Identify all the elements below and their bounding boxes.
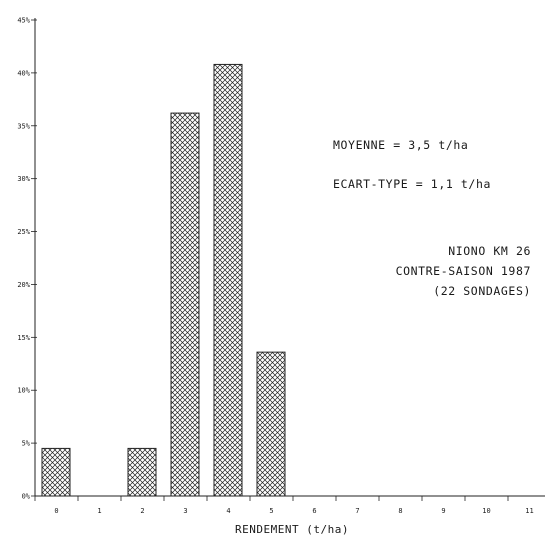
y-tick-label: 35% xyxy=(17,122,30,130)
y-tick-label: 0% xyxy=(22,493,31,501)
x-tick-label: 8 xyxy=(398,507,402,515)
bars xyxy=(41,63,286,497)
y-tick-label: 25% xyxy=(17,228,30,236)
y-tick-label: 40% xyxy=(17,69,30,77)
x-axis: 0 1 2 3 4 5 6 7 8 9 10 11 xyxy=(34,495,545,515)
bar-2 xyxy=(127,447,157,497)
x-tick-label: 7 xyxy=(355,507,359,515)
y-tick-label: 30% xyxy=(17,175,30,183)
x-tick-label: 0 xyxy=(54,507,58,515)
y-tick-label: 5% xyxy=(22,440,31,448)
x-tick-label: 3 xyxy=(183,507,187,515)
x-tick-label: 9 xyxy=(441,507,445,515)
x-axis-title: RENDEMENT (t/ha) xyxy=(235,523,349,536)
x-tick-label: 5 xyxy=(269,507,273,515)
y-tick-label: 15% xyxy=(17,334,30,342)
x-tick-label: 6 xyxy=(312,507,316,515)
x-tick-label: 11 xyxy=(525,507,533,515)
x-tick-label: 10 xyxy=(482,507,490,515)
bar-5 xyxy=(256,351,286,497)
y-tick-label: 20% xyxy=(17,281,30,289)
x-tick-label: 4 xyxy=(226,507,230,515)
y-tick-label: 45% xyxy=(17,17,30,25)
y-tick-label: 10% xyxy=(17,387,30,395)
annotation-season: CONTRE-SAISON 1987 xyxy=(395,264,531,278)
x-tick-label: 2 xyxy=(140,507,144,515)
annotation-stdev: ECART-TYPE = 1,1 t/ha xyxy=(333,177,491,191)
bar-3 xyxy=(170,112,200,497)
annotation-site: NIONO KM 26 xyxy=(448,244,531,258)
bar-0 xyxy=(41,447,71,497)
bar-4 xyxy=(213,63,243,497)
y-axis: 0% 5% 10% 15% 20% 25% 30% 35% 40% 45% xyxy=(17,17,37,501)
annotation-sample: (22 SONDAGES) xyxy=(433,284,531,298)
x-tick-label: 1 xyxy=(97,507,101,515)
annotation-mean: MOYENNE = 3,5 t/ha xyxy=(333,138,469,152)
